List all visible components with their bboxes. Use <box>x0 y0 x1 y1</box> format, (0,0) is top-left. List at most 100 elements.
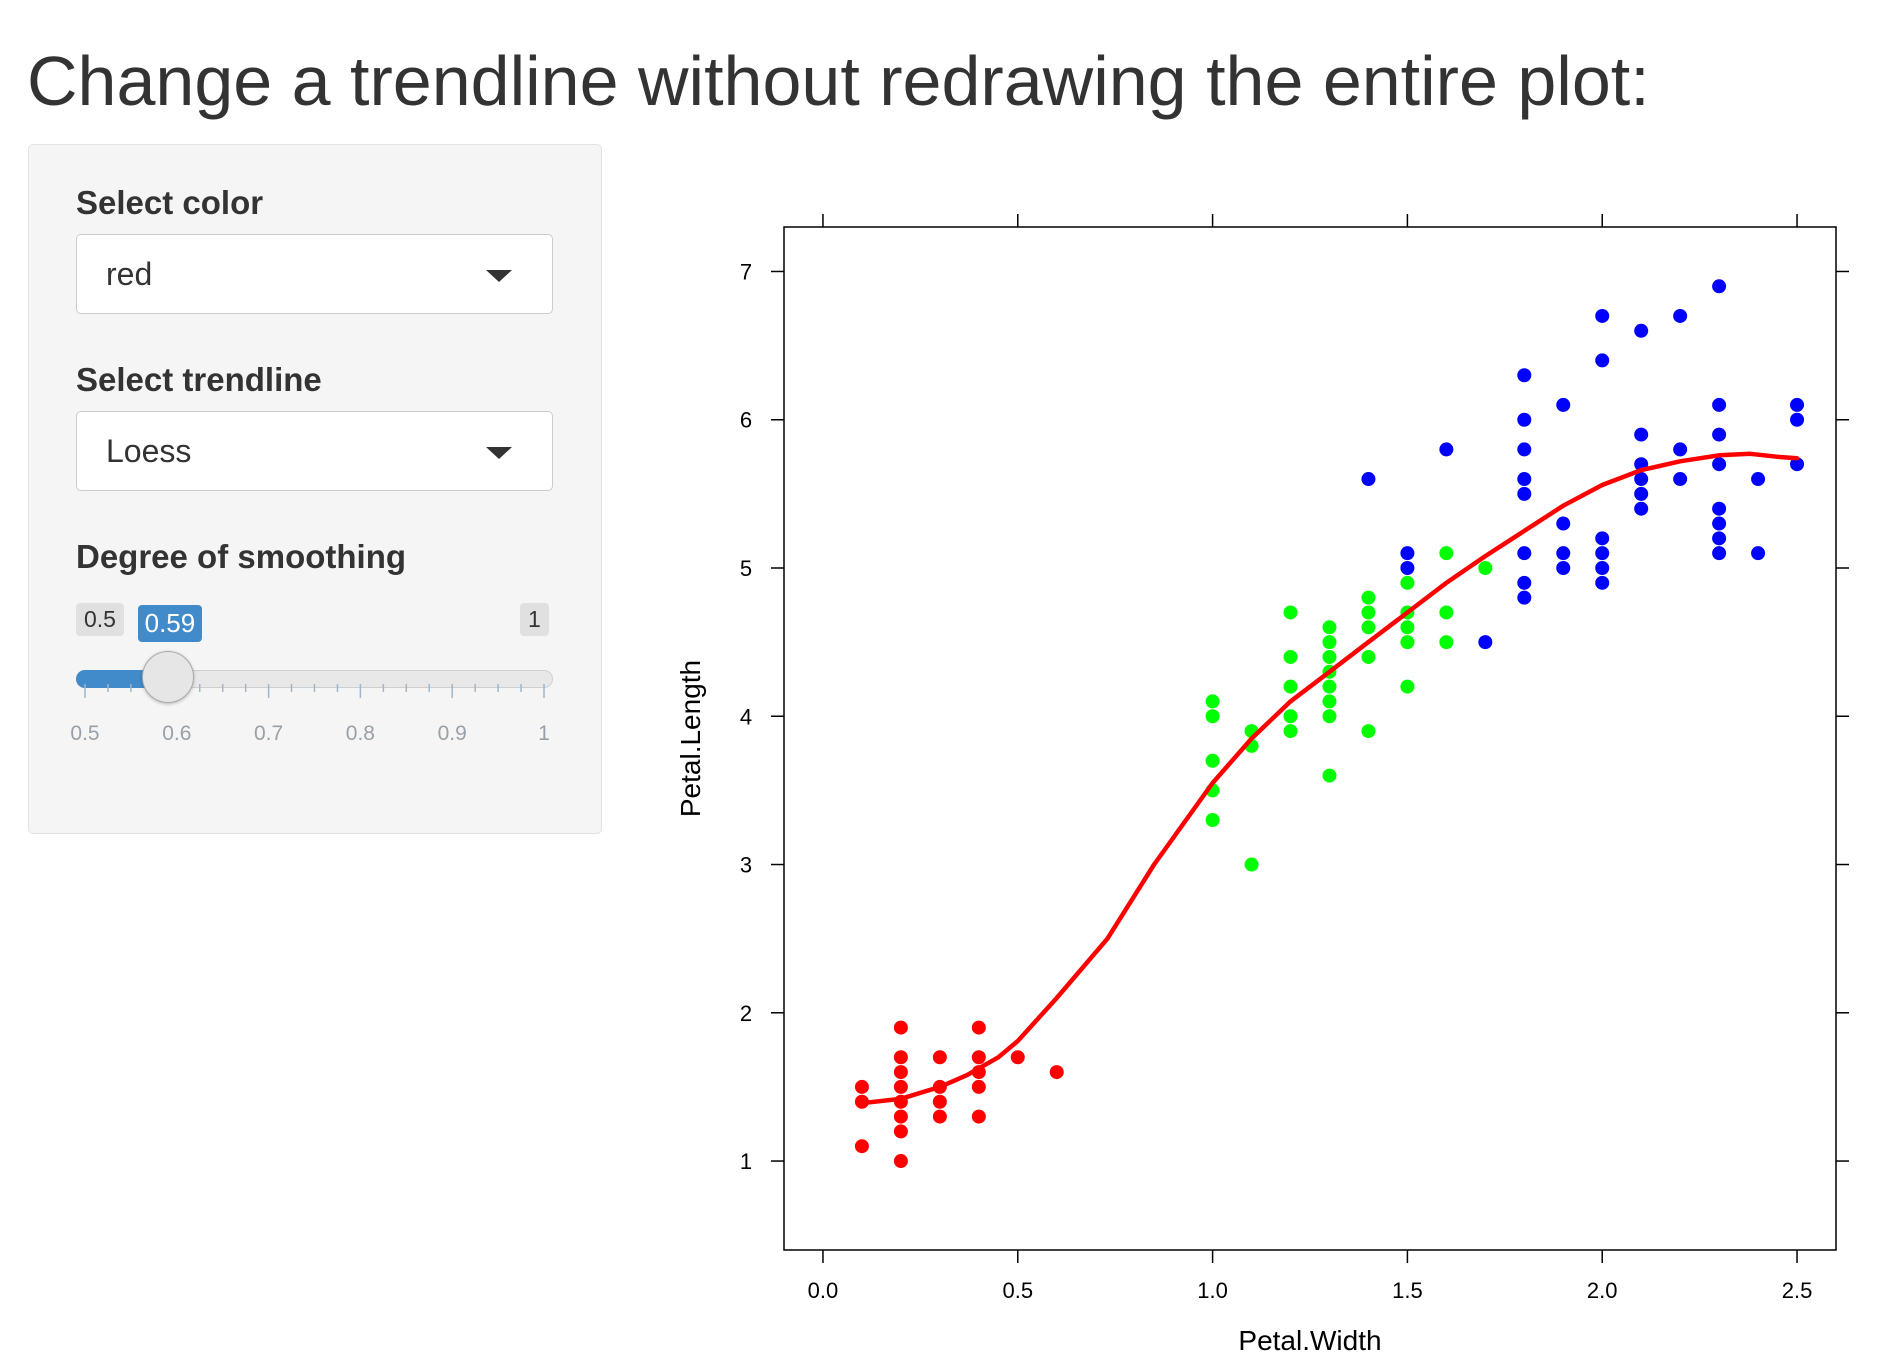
y-tick-label: 4 <box>740 704 752 729</box>
y-axis-label: Petal.Length <box>675 660 706 817</box>
data-point <box>1361 472 1376 487</box>
slider-grid-label: 0.5 <box>70 722 100 745</box>
slider-grid-label: 0.6 <box>162 722 192 745</box>
color-select[interactable]: red <box>76 234 553 314</box>
slider-max-label: 1 <box>520 603 549 636</box>
data-point <box>1556 561 1571 575</box>
smoothing-slider-handle[interactable] <box>141 651 194 703</box>
x-tick-label: 2.5 <box>1782 1278 1813 1303</box>
data-point <box>1283 709 1298 724</box>
data-point <box>854 1139 869 1154</box>
data-point <box>932 1050 947 1065</box>
data-point <box>1205 694 1220 709</box>
data-point <box>1595 561 1610 575</box>
trendline-select[interactable]: Loess <box>76 411 553 491</box>
data-point <box>1400 635 1415 650</box>
slider-grid-label: 1 <box>538 722 550 745</box>
data-point <box>1400 561 1415 575</box>
data-point <box>1634 486 1649 501</box>
data-point <box>1712 397 1727 412</box>
data-point <box>1634 427 1649 442</box>
data-point <box>1283 724 1298 739</box>
data-point <box>1322 649 1337 664</box>
data-point <box>1556 546 1571 561</box>
data-point <box>1400 575 1415 590</box>
data-point <box>1595 531 1610 546</box>
loess-trendline <box>859 451 1800 1106</box>
data-point <box>1712 427 1727 442</box>
data-point <box>1361 605 1376 620</box>
data-point <box>1634 323 1649 338</box>
data-point <box>1517 486 1532 501</box>
data-point <box>1205 813 1220 828</box>
data-point <box>971 1050 986 1065</box>
data-point <box>1517 546 1532 561</box>
x-tick-label: 0.5 <box>1002 1278 1033 1303</box>
data-point <box>1400 679 1415 694</box>
data-point <box>1517 442 1532 457</box>
x-tick-label: 1.0 <box>1197 1278 1228 1303</box>
data-point <box>1478 561 1493 575</box>
scatter-plot: 0.0 0.5 1.0 1.5 2.0 2.5 1 2 3 4 5 6 7 Petal.Width Peta… <box>675 214 1849 1356</box>
data-point <box>1517 590 1532 605</box>
data-point <box>1712 531 1727 546</box>
slider-min-label: 0.5 <box>76 603 124 636</box>
data-point <box>893 1079 908 1094</box>
data-point <box>1517 472 1532 487</box>
trendline-select-value: Loess <box>106 433 192 469</box>
data-point <box>1790 397 1805 412</box>
data-point <box>971 1020 986 1035</box>
data-point <box>971 1079 986 1094</box>
data-point <box>1322 694 1337 709</box>
y-tick-label: 1 <box>740 1149 752 1174</box>
data-point <box>1595 353 1610 368</box>
y-tick-label: 6 <box>740 408 752 433</box>
select-trendline-label: Select trendline <box>76 361 322 398</box>
x-tick-label: 1.5 <box>1392 1278 1423 1303</box>
data-point <box>1673 442 1688 457</box>
data-point <box>1283 679 1298 694</box>
data-point <box>1322 635 1337 650</box>
data-point <box>1634 501 1649 516</box>
data-point <box>1244 857 1259 872</box>
data-point <box>893 1124 908 1139</box>
slider-grid-label: 0.7 <box>253 722 284 745</box>
x-tick-label: 0.0 <box>808 1278 839 1303</box>
data-point <box>1439 605 1454 620</box>
y-tick-label: 7 <box>740 259 752 284</box>
data-point <box>1400 546 1415 561</box>
data-point <box>1400 620 1415 635</box>
data-point <box>1673 308 1688 323</box>
data-point <box>1049 1065 1064 1080</box>
data-point <box>1712 279 1727 294</box>
color-select-value: red <box>106 256 153 292</box>
data-point <box>1439 635 1454 650</box>
data-point <box>932 1094 947 1109</box>
data-point <box>971 1109 986 1124</box>
data-point <box>1283 605 1298 620</box>
data-point <box>932 1109 947 1124</box>
slider-grid-label: 0.9 <box>437 722 467 745</box>
x-tick-label: 2.0 <box>1587 1278 1618 1303</box>
y-tick-label: 3 <box>740 853 752 878</box>
data-point <box>1712 516 1727 531</box>
y-tick-label: 2 <box>740 1001 752 1026</box>
data-point <box>1595 575 1610 590</box>
data-point <box>1790 412 1805 427</box>
data-point <box>1439 546 1454 561</box>
data-point <box>1010 1050 1025 1065</box>
data-point <box>1712 546 1727 561</box>
data-point <box>893 1109 908 1124</box>
data-point <box>1517 412 1532 427</box>
data-point <box>1556 516 1571 531</box>
sidebar-panel: Select color red Select trendline Loess … <box>28 144 602 834</box>
data-point <box>1205 753 1220 768</box>
data-point <box>1361 724 1376 739</box>
data-point <box>854 1079 869 1094</box>
data-point <box>1712 457 1727 472</box>
data-point <box>1439 442 1454 457</box>
data-point <box>1361 649 1376 664</box>
data-point <box>1751 472 1766 487</box>
y-tick-label: 5 <box>740 556 752 581</box>
data-point <box>893 1154 908 1169</box>
